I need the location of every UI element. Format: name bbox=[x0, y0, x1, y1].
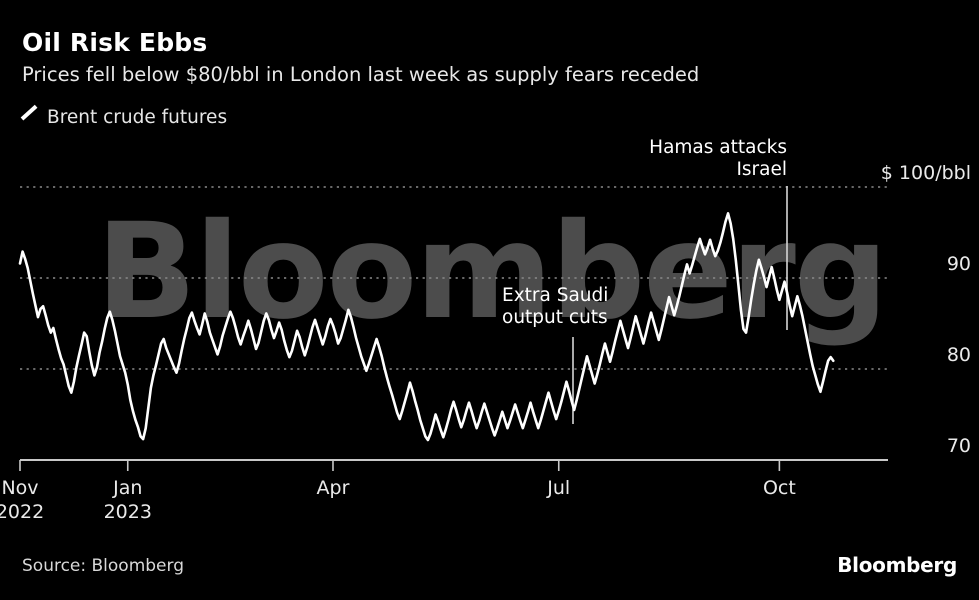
xtick-label-apr: Apr bbox=[273, 476, 393, 500]
ytick-label-80: 80 bbox=[946, 344, 971, 366]
xtick-label-jan: Jan 2023 bbox=[68, 476, 188, 525]
xtick-label-line: 2022 bbox=[0, 501, 45, 524]
xtick-label-line: Apr bbox=[316, 477, 350, 499]
annotation-line: Israel bbox=[736, 159, 787, 181]
xtick-label-line: Jan bbox=[113, 477, 143, 499]
xtick-label-oct: Oct bbox=[719, 476, 839, 500]
xtick-label-line: Nov bbox=[1, 477, 39, 499]
xtick-label-nov: Nov 2022 bbox=[0, 476, 80, 525]
xtick-label-line: Oct bbox=[762, 477, 796, 499]
bloomberg-watermark: Bloomberg bbox=[96, 195, 888, 349]
xtick-label-line: Jul bbox=[547, 477, 571, 499]
annotation-hamas: Hamas attacks Israel bbox=[627, 137, 787, 181]
chart-xtick-marks bbox=[19, 460, 781, 471]
source-label: Source: Bloomberg bbox=[22, 556, 184, 576]
xtick-label-jul: Jul bbox=[499, 476, 619, 500]
chart-series bbox=[18, 212, 835, 442]
chart-gridlines bbox=[20, 186, 888, 370]
chart-legend: Brent crude futures bbox=[21, 107, 227, 128]
bloomberg-logo: Bloomberg bbox=[837, 553, 957, 577]
footer-divider bbox=[0, 540, 979, 541]
xtick-label-line: 2023 bbox=[103, 501, 152, 524]
ytick-label-90: 90 bbox=[946, 253, 971, 275]
annotation-line: Hamas attacks bbox=[649, 137, 787, 158]
line-slash-icon bbox=[21, 109, 38, 126]
legend-item-label: Brent crude futures bbox=[47, 107, 228, 128]
page-subtitle: Prices fell below $80/bbl in London last… bbox=[22, 63, 700, 86]
page-title: Oil Risk Ebbs bbox=[22, 28, 208, 57]
annotation-line: Extra Saudi bbox=[502, 285, 609, 306]
annotation-line: output cuts bbox=[502, 307, 608, 329]
annotation-saudi: Extra Saudi output cuts bbox=[502, 285, 608, 329]
ytick-label-100: $ 100/bbl bbox=[880, 162, 971, 184]
ytick-label-70: 70 bbox=[946, 435, 971, 457]
